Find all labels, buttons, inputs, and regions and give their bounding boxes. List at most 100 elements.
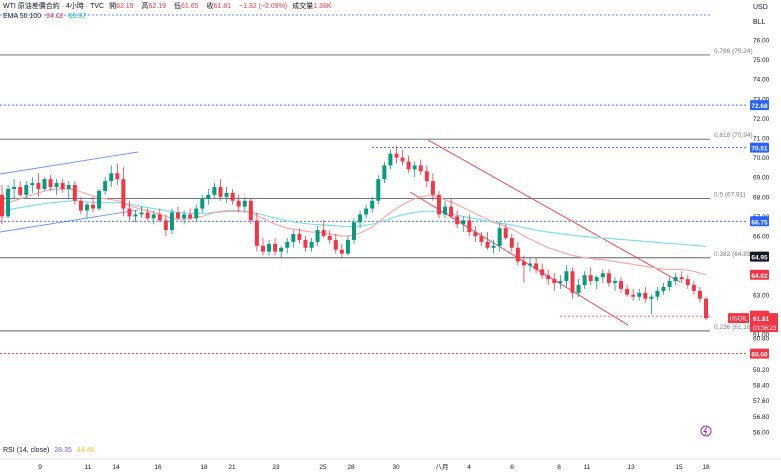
x-tick-label-5: 21: [228, 464, 236, 471]
candle-body-16: [97, 190, 102, 209]
candle-103: [625, 285, 630, 297]
candle-38: [230, 188, 235, 205]
candle-body-67: [406, 161, 411, 170]
blue-channel-lower: [0, 209, 139, 233]
fib-label-2: 0.5 (67.91): [714, 192, 745, 199]
candle-body-91: [552, 279, 557, 284]
candle-81: [491, 239, 496, 254]
x-tick-label-12: 6: [510, 464, 514, 471]
candle-body-23: [139, 212, 144, 215]
candle-body-79: [479, 236, 484, 242]
candle-body-32: [194, 208, 199, 219]
candle-body-103: [625, 288, 630, 295]
candle-body-21: [127, 208, 132, 217]
candle-97: [588, 267, 593, 285]
candle-76: [461, 216, 466, 233]
candle-body-45: [273, 243, 278, 252]
legend-row-2[interactable]: EMA 50 100 64.02 65.97: [3, 12, 89, 21]
candle-body-106: [643, 292, 648, 299]
current-symbol-bg: [728, 313, 749, 324]
candle-body-7: [42, 179, 47, 189]
alert-icon[interactable]: [700, 425, 712, 437]
candle-body-24: [145, 212, 150, 219]
y-tick-label-6: 60.80: [753, 335, 770, 342]
candle-2: [12, 179, 17, 199]
y-tick-label-19: 73.00: [753, 96, 770, 103]
close-value: 61.81: [213, 3, 232, 10]
y-tick-label-0: 56.00: [753, 430, 770, 437]
x-tick-label-0: 9: [38, 464, 42, 471]
y-tick-label-4: 59.20: [753, 367, 770, 374]
candle-body-111: [673, 277, 678, 282]
x-tick-label-15: 13: [627, 464, 635, 471]
candle-body-100: [606, 273, 611, 284]
y-tick-label-7: 61.00: [753, 332, 770, 339]
volume-label: 成交量: [292, 3, 314, 10]
candle-body-63: [382, 165, 387, 180]
candle-body-48: [291, 234, 296, 242]
current-price-bg: [750, 313, 778, 333]
candle-body-27: [163, 220, 168, 231]
x-tick-label-9: 30: [392, 464, 400, 471]
candle-34: [206, 188, 211, 205]
candle-body-101: [612, 281, 617, 284]
candle-body-52: [315, 230, 320, 242]
candle-body-102: [619, 281, 624, 289]
low-label: 低: [174, 3, 182, 10]
rsi-label: RSI (14, close): [3, 447, 50, 454]
open-value: 62.19: [116, 3, 134, 10]
candle-58: [352, 218, 356, 244]
candle-body-49: [297, 234, 302, 240]
candle-body-59: [358, 214, 363, 223]
candle-7: [42, 177, 47, 191]
candle-30: [182, 210, 187, 225]
candle-body-22: [133, 214, 138, 217]
candle-107: [649, 294, 654, 315]
candle-111: [673, 273, 678, 285]
candle-body-35: [212, 187, 217, 195]
candle-8: [48, 175, 53, 191]
candle-body-65: [394, 153, 399, 158]
current-countdown: 03:36:23: [753, 326, 777, 332]
rsi-value-1: 28.35: [54, 447, 72, 454]
high-value: 62.19: [148, 3, 167, 10]
x-tick-label-2: 14: [112, 464, 120, 471]
change-value: −1.32 (−2.09%): [239, 3, 288, 10]
candle-body-53: [321, 230, 326, 236]
currency-label[interactable]: USD: [753, 4, 768, 11]
candle-body-33: [200, 198, 205, 209]
candle-87: [528, 257, 532, 272]
candle-body-69: [418, 165, 423, 172]
candle-13: [78, 196, 83, 215]
candle-72: [436, 190, 441, 219]
candle-body-6: [36, 183, 41, 189]
candle-body-66: [400, 157, 405, 162]
candle-body-86: [521, 261, 526, 266]
candle-body-61: [370, 200, 375, 209]
candle-body-13: [78, 200, 83, 211]
candle-body-57: [345, 239, 350, 254]
candle-88: [534, 257, 539, 274]
candle-body-90: [546, 275, 551, 280]
alert-icon-circle: [700, 425, 712, 437]
candle-48: [291, 230, 296, 248]
y-tick-label-14: 68.00: [753, 194, 770, 201]
fib-label-3: 0.382 (64.89): [714, 251, 753, 258]
candle-78: [473, 226, 478, 242]
candle-body-55: [333, 239, 338, 250]
candle-55: [333, 234, 338, 254]
candle-77: [467, 214, 472, 236]
candle-110: [667, 277, 672, 291]
candle-51: [309, 237, 314, 252]
candle-body-81: [491, 245, 496, 248]
price-tag-bg-1: [750, 269, 769, 280]
candle-body-41: [248, 200, 253, 221]
candle-body-29: [176, 212, 180, 219]
rsi-legend[interactable]: RSI (14, close) 28.35 44.46: [3, 446, 97, 455]
close-label: 收: [206, 3, 214, 10]
candle-6: [36, 173, 41, 197]
candle-body-89: [540, 269, 545, 276]
x-tick-label-6: 23: [272, 464, 280, 471]
candle-body-82: [497, 228, 502, 246]
